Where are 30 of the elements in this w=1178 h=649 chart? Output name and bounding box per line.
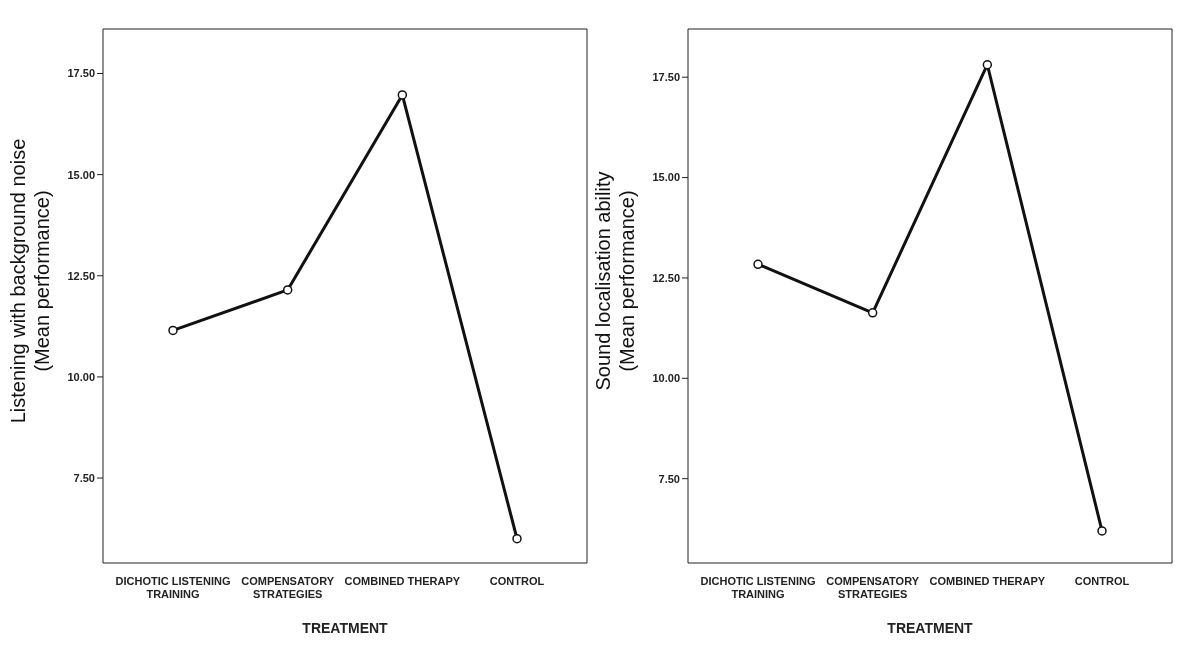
y-tick-label: 17.50 bbox=[652, 71, 680, 84]
x-axis-title: TREATMENT bbox=[887, 620, 974, 636]
point bbox=[397, 90, 408, 100]
x-axis-title: TREATMENT bbox=[302, 620, 389, 636]
x-tick-label: CONTROL bbox=[489, 575, 545, 587]
y-axis-title: Listening with background noise (Mean performance) bbox=[6, 138, 54, 423]
x-tick-label: CONTROL bbox=[1074, 575, 1130, 587]
point bbox=[282, 285, 293, 295]
x-tick-label: COMPENSATORY STRATEGIES bbox=[826, 575, 920, 600]
x-tick-label: COMBINED THERAPY bbox=[929, 575, 1046, 587]
y-axis-title: Sound localisation ability (Mean performance) bbox=[591, 170, 639, 391]
x-tick-label: COMPENSATORY STRATEGIES bbox=[241, 575, 335, 600]
y-tick-label: 12.50 bbox=[67, 269, 95, 282]
y-tick-label: 17.50 bbox=[67, 67, 95, 80]
y-tick-label: 15.00 bbox=[67, 168, 95, 181]
y-tick-label: 7.50 bbox=[73, 471, 95, 484]
point bbox=[867, 308, 878, 318]
y-tick-label: 10.00 bbox=[652, 372, 680, 385]
y-tick-label: 15.00 bbox=[652, 171, 680, 184]
point bbox=[1097, 526, 1107, 536]
point bbox=[168, 325, 178, 336]
x-tick-label: DICHOTIC LISTENING TRAINING bbox=[115, 575, 231, 600]
x-tick-label: DICHOTIC LISTENING TRAINING bbox=[700, 575, 816, 600]
point bbox=[982, 59, 993, 70]
point bbox=[753, 259, 763, 270]
y-tick-label: 10.00 bbox=[67, 370, 95, 383]
x-tick-label: COMBINED THERAPY bbox=[344, 575, 461, 587]
y-tick-label: 12.50 bbox=[652, 271, 680, 284]
point bbox=[512, 533, 522, 544]
y-tick-label: 7.50 bbox=[658, 472, 680, 485]
